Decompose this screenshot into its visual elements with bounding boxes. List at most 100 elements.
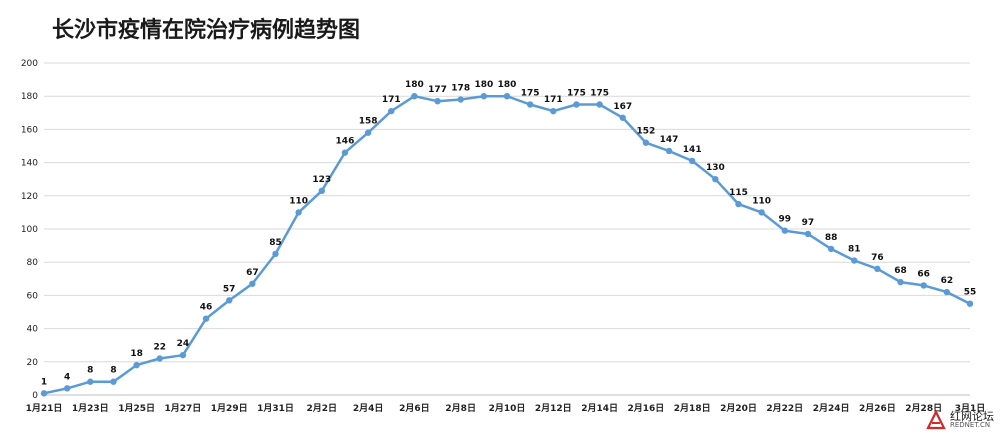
data-label: 22 [153, 342, 166, 352]
data-point [364, 129, 372, 136]
data-label: 88 [825, 233, 838, 243]
data-label: 110 [752, 196, 771, 206]
data-label: 180 [405, 80, 424, 90]
data-point [758, 209, 765, 216]
x-tick-label: 2月6日 [399, 403, 430, 414]
y-tick-label: 160 [21, 125, 38, 135]
data-point [897, 278, 904, 286]
data-label: 130 [706, 163, 725, 173]
data-point [503, 93, 511, 100]
data-label: 171 [544, 95, 563, 105]
data-point [226, 297, 233, 304]
watermark-url: REDNET.CN [950, 421, 991, 429]
data-point [341, 149, 349, 156]
data-label: 67 [246, 268, 259, 278]
data-label: 66 [917, 269, 930, 279]
y-tick-label: 60 [27, 291, 39, 301]
x-tick-label: 2月20日 [720, 403, 757, 414]
data-label: 55 [964, 288, 977, 298]
data-labels: 1 4 8 8 18 22 24 46 57 67 85 110 123 146 158 171 180 177 1… [41, 80, 976, 387]
watermark-name: 红网论坛 [950, 410, 994, 423]
y-axis-ticks: 0 20 40 60 80 100 120 140 160 180 200 [21, 59, 38, 401]
x-tick-label: 2月22日 [766, 403, 803, 414]
data-label: 152 [637, 127, 656, 137]
data-point [619, 114, 626, 121]
data-label: 4 [64, 372, 70, 382]
data-label: 85 [269, 238, 282, 248]
watermark: 红网论坛 REDNET.CN [925, 409, 994, 431]
data-point [550, 107, 557, 115]
data-point [295, 209, 302, 216]
data-point [156, 355, 163, 362]
data-label: 115 [729, 188, 748, 198]
y-tick-label: 140 [21, 159, 38, 169]
data-point [202, 315, 210, 322]
data-label: 123 [312, 175, 331, 185]
data-point [642, 139, 650, 146]
data-point [87, 378, 94, 385]
data-label: 18 [130, 349, 143, 359]
data-label: 175 [567, 89, 586, 99]
data-label: 177 [428, 85, 447, 95]
data-point [781, 227, 788, 234]
data-label: 99 [779, 215, 792, 225]
data-point [318, 187, 325, 195]
data-label: 97 [802, 218, 815, 228]
x-axis-ticks: 1月21日 1月23日 1月25日 1月27日 1月29日 1月31日 2月2日 2月4日 2月… [26, 403, 986, 414]
data-point [388, 107, 395, 115]
data-point [689, 157, 696, 165]
data-label: 146 [336, 137, 355, 147]
x-tick-label: 2月28日 [905, 403, 942, 414]
x-tick-label: 1月27日 [165, 403, 202, 414]
data-point [665, 147, 673, 155]
data-label: 1 [41, 377, 47, 387]
y-tick-label: 180 [21, 92, 38, 102]
data-label: 175 [590, 89, 609, 99]
x-tick-label: 2月12日 [535, 403, 572, 414]
data-label: 141 [683, 145, 702, 155]
data-point [874, 265, 881, 273]
data-point [63, 385, 71, 392]
data-point [434, 97, 441, 105]
data-label: 180 [474, 80, 493, 90]
data-label: 81 [848, 245, 861, 255]
data-label: 171 [382, 95, 401, 105]
x-tick-label: 2月4日 [353, 403, 384, 414]
data-label: 76 [871, 253, 884, 263]
x-tick-label: 2月26日 [859, 403, 896, 414]
data-point [827, 245, 835, 253]
data-point [249, 280, 256, 287]
data-point [596, 101, 603, 108]
data-point [40, 390, 48, 397]
data-point [712, 176, 719, 183]
data-point [272, 250, 279, 258]
y-tick-label: 200 [21, 59, 38, 69]
data-label: 110 [289, 196, 308, 206]
x-tick-label: 2月2日 [307, 403, 338, 414]
data-label: 158 [359, 117, 378, 127]
data-point [133, 361, 140, 369]
x-tick-label: 1月31日 [257, 403, 294, 414]
y-tick-label: 20 [27, 358, 39, 368]
data-point [179, 351, 187, 359]
data-label: 167 [613, 102, 632, 112]
data-point [457, 96, 464, 103]
x-tick-label: 2月24日 [813, 403, 850, 414]
x-tick-label: 1月25日 [118, 403, 155, 414]
x-tick-label: 2月18日 [674, 403, 711, 414]
data-label: 175 [521, 89, 540, 99]
data-label: 57 [223, 284, 236, 294]
data-label: 62 [941, 276, 954, 286]
data-label: 24 [177, 339, 190, 349]
data-label: 178 [451, 84, 470, 94]
data-point [480, 93, 488, 100]
data-point [110, 378, 117, 385]
data-label: 68 [894, 266, 907, 276]
data-label: 147 [660, 135, 679, 145]
y-tick-label: 80 [27, 258, 39, 268]
data-label: 46 [200, 303, 213, 313]
data-points [40, 93, 974, 397]
data-label: 180 [498, 80, 517, 90]
x-tick-label: 2月14日 [581, 403, 618, 414]
chart-title: 长沙市疫情在院治疗病例趋势图 [52, 18, 361, 43]
